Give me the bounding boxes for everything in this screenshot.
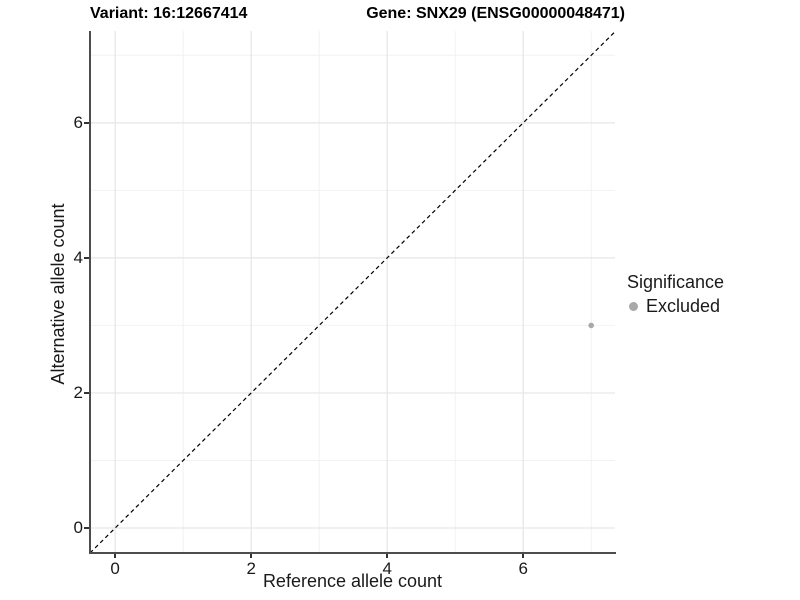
legend-item-label: Excluded [646, 296, 721, 316]
data-point [588, 322, 594, 329]
legend-title: Significance [627, 272, 725, 292]
y-tick-mark [84, 392, 89, 394]
x-tick-mark [114, 553, 116, 558]
plot-title-gene: Gene: SNX29 (ENSG00000048471) [366, 5, 625, 22]
legend: Significance Excluded [627, 272, 724, 317]
identity-dashed-line [90, 31, 615, 553]
y-tick-label: 6 [73, 112, 83, 132]
y-tick-label: 4 [73, 247, 83, 267]
x-tick-label: 0 [110, 559, 120, 578]
y-axis-line [89, 31, 91, 554]
y-axis-title: Alternative allele count [48, 203, 68, 385]
plot-panel [90, 31, 615, 553]
y-tick-label: 2 [73, 382, 83, 402]
y-tick-label: 0 [73, 518, 83, 537]
x-axis-line [89, 552, 616, 554]
y-tick-mark [84, 257, 89, 259]
legend-item-excluded: Excluded [627, 296, 724, 317]
x-tick-mark [250, 553, 252, 558]
x-tick-mark [386, 553, 388, 558]
y-tick-mark [84, 527, 89, 529]
y-tick-mark [84, 122, 89, 124]
plot-title-variant: Variant: 16:12667414 [90, 5, 248, 22]
x-tick-mark [522, 553, 524, 558]
excluded-point-icon [629, 302, 638, 311]
x-axis-title: Reference allele count [262, 571, 443, 591]
x-tick-label: 6 [518, 559, 528, 578]
x-tick-label: 2 [246, 559, 256, 578]
x-tick-label: 4 [382, 559, 392, 578]
